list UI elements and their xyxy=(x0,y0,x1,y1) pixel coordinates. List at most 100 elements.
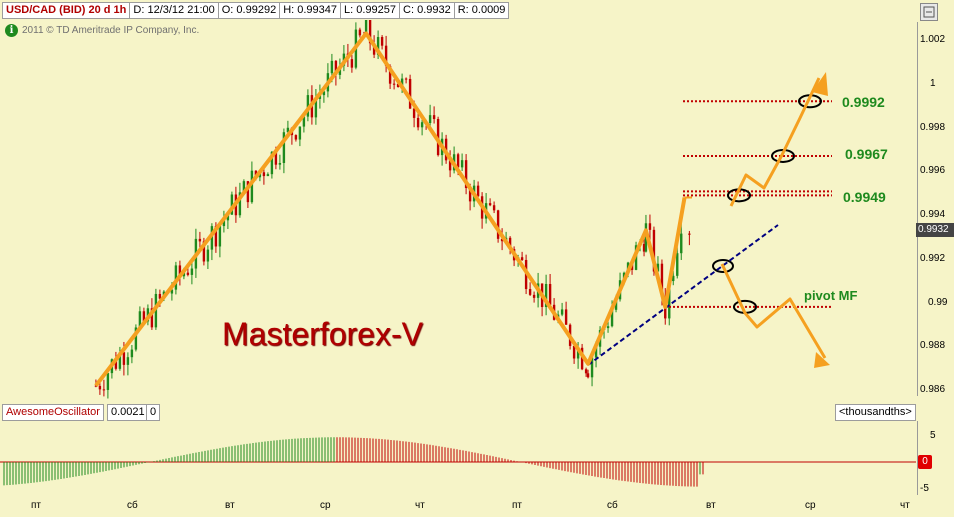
candle-body xyxy=(134,327,138,350)
candle-body xyxy=(404,78,408,80)
date-field: D: 12/3/12 21:00 xyxy=(129,2,219,19)
price-tick: 0.99 xyxy=(928,297,948,308)
candle-body xyxy=(432,115,436,120)
chart-settings-button[interactable] xyxy=(920,3,938,21)
candle-body xyxy=(680,233,683,254)
x-tick: сб xyxy=(607,500,618,511)
candle-body xyxy=(294,135,298,140)
price-tick: 1.002 xyxy=(920,34,946,45)
chart-settings-icon xyxy=(923,6,935,18)
candle-body xyxy=(396,83,400,87)
candle-body xyxy=(572,345,576,359)
candle-body xyxy=(364,20,368,36)
projection-up xyxy=(729,77,821,207)
zigzag-line xyxy=(94,31,687,387)
candle-body xyxy=(274,151,278,165)
candle-body xyxy=(174,265,178,290)
candle-body xyxy=(468,188,472,202)
oscillator-zero-badge: 0 xyxy=(918,455,932,469)
last-price-badge: 0.9932 xyxy=(916,223,954,237)
candle-body xyxy=(238,192,242,216)
osc-tick: -5 xyxy=(920,483,929,494)
candle-body xyxy=(464,160,468,189)
oscillator-header: AwesomeOscillator 0.0021 0 <thousandths> xyxy=(0,404,954,421)
price-tick: 0.996 xyxy=(920,165,946,176)
candle-body xyxy=(508,237,512,250)
x-tick: вт xyxy=(706,500,716,511)
candle-body xyxy=(560,309,564,315)
candle-body xyxy=(250,170,254,203)
candle-body xyxy=(246,181,250,203)
candle-body xyxy=(242,181,246,193)
candle-body xyxy=(118,352,122,369)
candle-body xyxy=(94,385,98,387)
level-label-1: 0.9967 xyxy=(845,146,888,162)
candle-body xyxy=(126,357,130,365)
candle-body xyxy=(330,60,334,74)
zigzag-overlay xyxy=(94,31,830,387)
x-tick: сб xyxy=(127,500,138,511)
candle-body xyxy=(358,29,362,36)
copyright-notice: i 2011 © TD Ameritrade IP Company, Inc. xyxy=(5,24,199,37)
oscillator-units: <thousandths> xyxy=(835,404,916,421)
close-field: C: 0.9932 xyxy=(399,2,455,19)
candle-body xyxy=(202,241,206,262)
candle-body xyxy=(282,132,286,163)
pivot-label: pivot MF xyxy=(804,288,858,303)
candle-body xyxy=(210,226,214,250)
candle-body xyxy=(392,83,396,85)
candle-body xyxy=(656,263,660,272)
candle-body xyxy=(138,311,142,328)
price-tick: 0.988 xyxy=(920,340,946,351)
candle-body xyxy=(114,359,118,369)
price-tick: 0.994 xyxy=(920,209,946,220)
candle-body xyxy=(420,122,424,128)
candle-body xyxy=(222,220,226,227)
candle-body xyxy=(314,98,318,118)
candle-body xyxy=(590,357,594,378)
candle-body xyxy=(322,91,326,96)
oscillator-value: 0.0021 xyxy=(107,404,149,421)
level-label-2: 0.9949 xyxy=(843,189,886,205)
candle-body xyxy=(302,116,306,127)
candle-body xyxy=(528,289,532,295)
candle-body xyxy=(676,253,679,276)
candle-body xyxy=(576,347,580,359)
candle-body xyxy=(150,308,154,328)
candle-body xyxy=(488,203,492,206)
symbol-label[interactable]: USD/CAD (BID) 20 d 1h xyxy=(2,2,131,19)
price-axis[interactable] xyxy=(917,22,954,396)
candle-body xyxy=(448,160,452,171)
oscillator-value-2: 0 xyxy=(146,404,161,421)
range-field: R: 0.0009 xyxy=(453,2,510,19)
candle-body xyxy=(610,309,614,327)
oscillator-name[interactable]: AwesomeOscillator xyxy=(2,404,104,421)
candle-body xyxy=(286,127,290,133)
arrowhead-down xyxy=(814,352,830,368)
high-field: H: 0.99347 xyxy=(279,2,342,19)
candle-body xyxy=(198,238,202,242)
candle-body xyxy=(350,59,354,68)
candle-body xyxy=(648,223,652,230)
candle-body xyxy=(368,20,372,44)
info-icon[interactable]: i xyxy=(5,24,18,37)
candle-body xyxy=(668,281,671,319)
trendline-marker xyxy=(712,259,734,273)
candle-body xyxy=(564,309,568,325)
x-tick: вт xyxy=(225,500,235,511)
osc-tick: 5 xyxy=(930,430,936,441)
candle-body xyxy=(142,311,146,322)
oscillator-bars xyxy=(0,437,916,487)
price-tick: 1 xyxy=(930,78,936,89)
candle-body xyxy=(306,95,310,117)
candle-body xyxy=(476,185,480,197)
x-tick: чт xyxy=(900,500,910,511)
candle-body xyxy=(130,349,134,358)
trendline xyxy=(587,224,779,366)
candle-body xyxy=(532,294,536,298)
x-tick: чт xyxy=(415,500,425,511)
candle-body xyxy=(594,346,598,358)
candle-body xyxy=(548,284,552,305)
candle-body xyxy=(190,268,194,275)
x-tick: пт xyxy=(512,500,522,511)
